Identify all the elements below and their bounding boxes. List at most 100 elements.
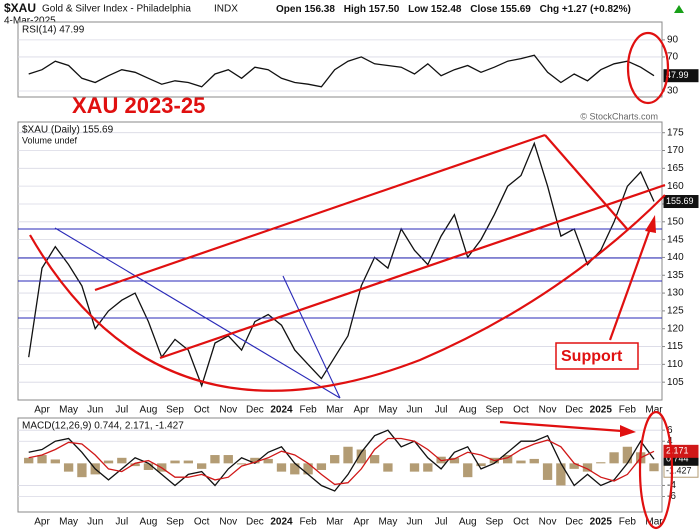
x-tick-label: Oct — [513, 517, 529, 528]
ellipse — [626, 31, 670, 105]
histogram-bar — [516, 460, 526, 464]
arrow-head — [620, 425, 636, 437]
series-line — [28, 54, 655, 88]
histogram-bar — [263, 458, 273, 464]
legend: MACD(12,26,9) 0.744, 2.171, -1.427 — [22, 421, 184, 432]
quote-label: Chg — [540, 4, 559, 15]
histogram-bar — [582, 463, 593, 472]
histogram-bar — [423, 463, 433, 472]
channel-line — [544, 134, 629, 231]
y-tick-label: 115 — [667, 341, 683, 352]
histogram-bar — [183, 460, 194, 464]
x-tick-label: 2024 — [270, 405, 293, 416]
y-tick-label: 130 — [667, 288, 684, 299]
value-label: 155.69 — [666, 196, 694, 206]
x-tick-label: Jul — [115, 405, 128, 416]
x-tick-label: Dec — [565, 517, 583, 528]
watermark: © StockCharts.com — [580, 111, 658, 121]
x-tick-label: Feb — [299, 405, 317, 416]
histogram-bar — [569, 463, 579, 469]
support-curve — [29, 194, 666, 392]
value-box — [663, 69, 699, 83]
y-tick-label: 145 — [667, 234, 684, 245]
x-tick-label: Apr — [354, 517, 370, 528]
legend: RSI(14) 47.99 — [22, 25, 85, 36]
annotation: XAU 2023-25 — [72, 93, 205, 118]
x-tick-label: Dec — [565, 405, 583, 416]
histogram-bar — [556, 463, 566, 486]
histogram-bar — [529, 458, 539, 464]
x-tick-label: Mar — [645, 405, 663, 416]
histogram-bar — [290, 463, 300, 475]
x-tick-label: Aug — [140, 517, 158, 528]
x-tick-label: Apr — [34, 405, 50, 416]
histogram-bar — [276, 463, 287, 472]
histogram-bar — [50, 459, 60, 464]
histogram-bar — [196, 463, 207, 469]
x-tick-label: Jul — [435, 405, 448, 416]
y-tick-label: 70 — [667, 52, 679, 63]
x-tick-label: Sep — [485, 517, 503, 528]
arrow-head — [645, 215, 656, 233]
channel-line — [94, 133, 546, 292]
histogram-bar — [303, 463, 313, 475]
x-tick-label: Mar — [326, 517, 344, 528]
histogram-bar — [24, 457, 34, 464]
trend-line — [282, 275, 341, 399]
histogram-bar — [63, 463, 74, 472]
y-tick-label: 150 — [667, 216, 684, 227]
index-name: Gold & Silver Index - Philadelphia — [42, 4, 191, 15]
legend: $XAU (Daily) 155.69 — [22, 125, 114, 136]
histogram-bar — [463, 463, 473, 478]
histogram-bar — [343, 446, 353, 464]
y-tick-label: 125 — [667, 306, 684, 317]
histogram-bar — [210, 455, 220, 464]
x-tick-label: Jun — [87, 405, 103, 416]
histogram-bar — [542, 463, 553, 480]
arrow — [499, 420, 623, 433]
quote-value: 152.48 — [431, 4, 462, 15]
histogram-bar — [369, 455, 380, 464]
x-tick-label: Feb — [619, 405, 637, 416]
x-tick-label: Sep — [166, 405, 184, 416]
y-tick-label: 90 — [667, 35, 679, 46]
x-tick-label: Sep — [166, 517, 184, 528]
histogram-bar — [130, 463, 140, 467]
y-tick-label: 6 — [667, 425, 673, 436]
annotations — [18, 31, 674, 530]
x-tick-label: Apr — [34, 517, 50, 528]
x-tick-label: Jul — [115, 517, 128, 528]
x-tick-label: Feb — [619, 517, 637, 528]
x-tick-label: Aug — [140, 405, 158, 416]
exchange: INDX — [214, 4, 238, 15]
x-tick-label: Mar — [326, 405, 344, 416]
histogram-bar — [250, 457, 260, 464]
annotation-box — [555, 342, 639, 370]
histogram-bar — [622, 446, 633, 464]
histogram-bar — [236, 463, 247, 465]
panel — [17, 21, 663, 98]
x-tick-label: May — [378, 517, 397, 528]
histogram-bar — [596, 462, 606, 464]
series-line — [28, 437, 655, 486]
histogram-bar — [449, 457, 460, 464]
quote-label: Open — [276, 4, 302, 15]
y-tick-label: 165 — [667, 163, 684, 174]
x-tick-label: Sep — [485, 405, 503, 416]
quote-value: 155.69 — [500, 4, 531, 15]
histogram-bar — [316, 463, 327, 470]
value-label: 47.99 — [666, 70, 689, 80]
x-tick-label: Nov — [219, 517, 237, 528]
up-arrow — [674, 5, 684, 13]
histogram-bar — [170, 460, 180, 464]
symbol: $XAU — [4, 1, 36, 15]
histogram-bar — [77, 463, 87, 478]
histogram-bar — [649, 463, 659, 472]
x-tick-label: Feb — [299, 517, 317, 528]
x-tick-label: Dec — [246, 405, 264, 416]
quote-value: 156.38 — [304, 4, 335, 15]
y-tick-label: 135 — [667, 270, 684, 281]
y-tick-label: 120 — [667, 323, 684, 334]
x-tick-label: Nov — [219, 405, 237, 416]
